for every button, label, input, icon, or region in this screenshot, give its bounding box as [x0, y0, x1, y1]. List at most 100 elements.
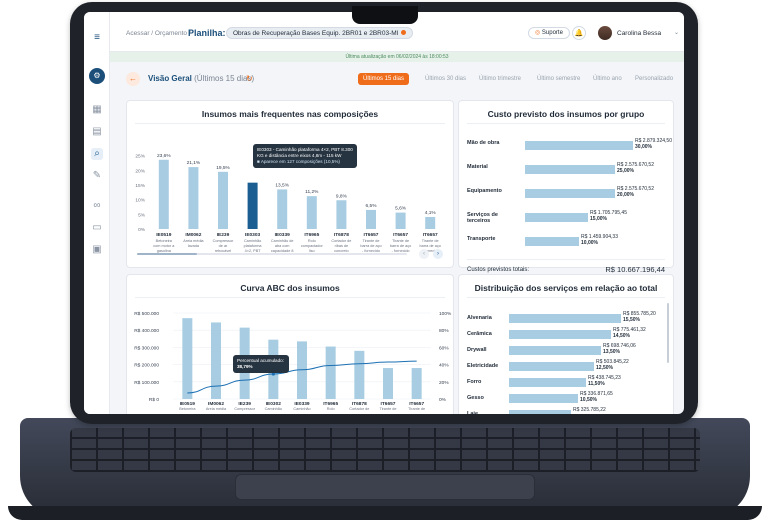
- bar[interactable]: [325, 346, 336, 399]
- group-bar[interactable]: [525, 237, 579, 246]
- servico-bar[interactable]: [509, 394, 578, 403]
- data-label: 6,5%: [366, 203, 378, 209]
- x-tick-label: IT6965: [304, 232, 319, 238]
- document-icon[interactable]: ▤: [92, 126, 102, 137]
- notification-bell-icon[interactable]: 🔔: [572, 26, 586, 40]
- group-amount: R$ 2.575.670,52: [617, 186, 654, 192]
- sheet-select-label: Obras de Recuperação Bases Equip. 2BR01 …: [233, 30, 399, 37]
- headset-icon: ◎: [535, 30, 541, 36]
- range-tab[interactable]: Último trimestre: [479, 76, 522, 82]
- insumos-card-title: Insumos mais frequentes nas composições: [201, 109, 379, 119]
- bar[interactable]: [247, 182, 258, 229]
- servico-bar[interactable]: [509, 378, 586, 387]
- bar[interactable]: [354, 350, 365, 399]
- dashboard-icon[interactable]: ▦: [92, 104, 102, 115]
- sheet-status-dot-icon: [401, 30, 407, 35]
- bar[interactable]: [306, 196, 317, 229]
- group-bar[interactable]: [525, 141, 633, 150]
- x-tick-label: IE0339: [294, 401, 310, 407]
- monitor-icon[interactable]: ▭: [92, 222, 102, 233]
- chevron-down-icon[interactable]: ⌄: [674, 30, 680, 36]
- group-bar[interactable]: [525, 213, 588, 222]
- servico-percent: 12,50%: [596, 365, 613, 371]
- link-icon[interactable]: ∞: [93, 200, 101, 211]
- hamburger-menu-icon[interactable]: ≡: [94, 32, 100, 43]
- insumos-tooltip: IE0303 - Caminhão plataforma 4×2, PBT 8.…: [253, 144, 357, 168]
- bar[interactable]: [158, 159, 169, 229]
- bar[interactable]: [366, 209, 376, 229]
- range-tab[interactable]: Últimos 30 dias: [425, 76, 467, 82]
- edit-icon[interactable]: ✎: [92, 170, 102, 181]
- x-tick-desc: - fornecido: [392, 249, 410, 253]
- group-bar[interactable]: [525, 165, 615, 174]
- breadcrumb[interactable]: Acessar / Orçamento /: [126, 30, 191, 37]
- x-tick-label: IT6657: [409, 401, 424, 407]
- next-page-button[interactable]: ›: [433, 249, 443, 259]
- bar[interactable]: [188, 167, 199, 229]
- y2-tick-label: 0%: [439, 397, 447, 403]
- servicos-card: Distribuição dos serviços em relação ao …: [458, 274, 674, 414]
- servico-label: Cerâmica: [467, 331, 492, 337]
- servico-label: Alvenaria: [467, 315, 492, 321]
- servico-value: R$ 855.785,20 15,50%: [623, 311, 656, 323]
- bar[interactable]: [425, 216, 436, 229]
- range-tab[interactable]: Último ano: [593, 76, 622, 82]
- x-tick-desc: Caminhão: [293, 407, 310, 411]
- vertical-scrollbar[interactable]: [667, 303, 669, 363]
- x-tick-desc: Rolo: [327, 407, 335, 411]
- refresh-icon[interactable]: ↻: [246, 74, 253, 83]
- bar[interactable]: [383, 368, 393, 399]
- servico-label: Drywall: [467, 347, 487, 353]
- total-label: Custos previstos totais:: [467, 267, 530, 273]
- cumulative-line[interactable]: [187, 360, 417, 394]
- bar[interactable]: [336, 200, 347, 229]
- x-tick-desc: com motor a: [153, 244, 175, 248]
- x-tick-desc: Betoneira: [179, 407, 196, 411]
- data-label: 21,1%: [187, 160, 201, 166]
- servico-bar[interactable]: [509, 314, 621, 323]
- x-tick-desc: Tirante de: [380, 407, 397, 411]
- archive-icon[interactable]: ▣: [92, 244, 102, 255]
- back-arrow-icon[interactable]: ←: [126, 72, 140, 86]
- search-icon[interactable]: ⌕: [91, 148, 103, 160]
- y-tick-label: R$ 300.000: [134, 345, 159, 351]
- servico-bar[interactable]: [509, 362, 594, 371]
- keyboard: [70, 428, 700, 472]
- range-tab[interactable]: Último semestre: [537, 76, 581, 82]
- prev-page-button[interactable]: ‹: [419, 249, 429, 259]
- servico-amount: R$ 336.871,65: [580, 391, 613, 397]
- y2-tick-label: 60%: [439, 345, 449, 351]
- range-tab[interactable]: Personalizado: [635, 76, 674, 82]
- group-bar[interactable]: [525, 189, 615, 198]
- x-tick-desc: Rolo: [308, 239, 316, 243]
- camera-notch: [352, 6, 418, 24]
- x-tick-label: IE239: [238, 401, 251, 407]
- range-tab[interactable]: Últimos 15 dias: [358, 73, 410, 85]
- x-tick-desc: Tirante de: [363, 239, 380, 243]
- support-button[interactable]: ◎ Suporte: [528, 27, 570, 39]
- line-point[interactable]: [271, 372, 275, 376]
- user-name[interactable]: Carolina Bessa: [617, 30, 662, 37]
- bar[interactable]: [395, 212, 406, 229]
- bar[interactable]: [277, 189, 288, 229]
- bar[interactable]: [182, 318, 193, 399]
- y-tick-label: 25%: [135, 154, 145, 160]
- bar[interactable]: [211, 322, 221, 399]
- x-tick-label: IM0062: [185, 232, 201, 238]
- bar[interactable]: [411, 368, 422, 399]
- user-avatar[interactable]: [598, 26, 612, 40]
- servico-bar[interactable]: [509, 330, 611, 339]
- group-value: R$ 1.705.795,45 15,00%: [590, 210, 627, 222]
- overview-subtitle: (Últimos 15 dias): [194, 74, 255, 83]
- x-tick-desc: Tirante de: [392, 239, 409, 243]
- scrollbar-thumb[interactable]: [137, 253, 197, 255]
- x-tick-desc: Caminhão: [265, 407, 282, 411]
- horizontal-scrollbar[interactable]: [137, 253, 407, 255]
- abc-tooltip: Percentual acumulado: 38,79%: [233, 355, 289, 373]
- servico-bar[interactable]: [509, 410, 571, 414]
- x-tick-desc: barra de aço: [390, 244, 411, 248]
- bar[interactable]: [218, 171, 228, 229]
- sheet-select[interactable]: Obras de Recuperação Bases Equip. 2BR01 …: [226, 27, 414, 39]
- group-label: Equipamento: [467, 188, 502, 194]
- servico-bar[interactable]: [509, 346, 601, 355]
